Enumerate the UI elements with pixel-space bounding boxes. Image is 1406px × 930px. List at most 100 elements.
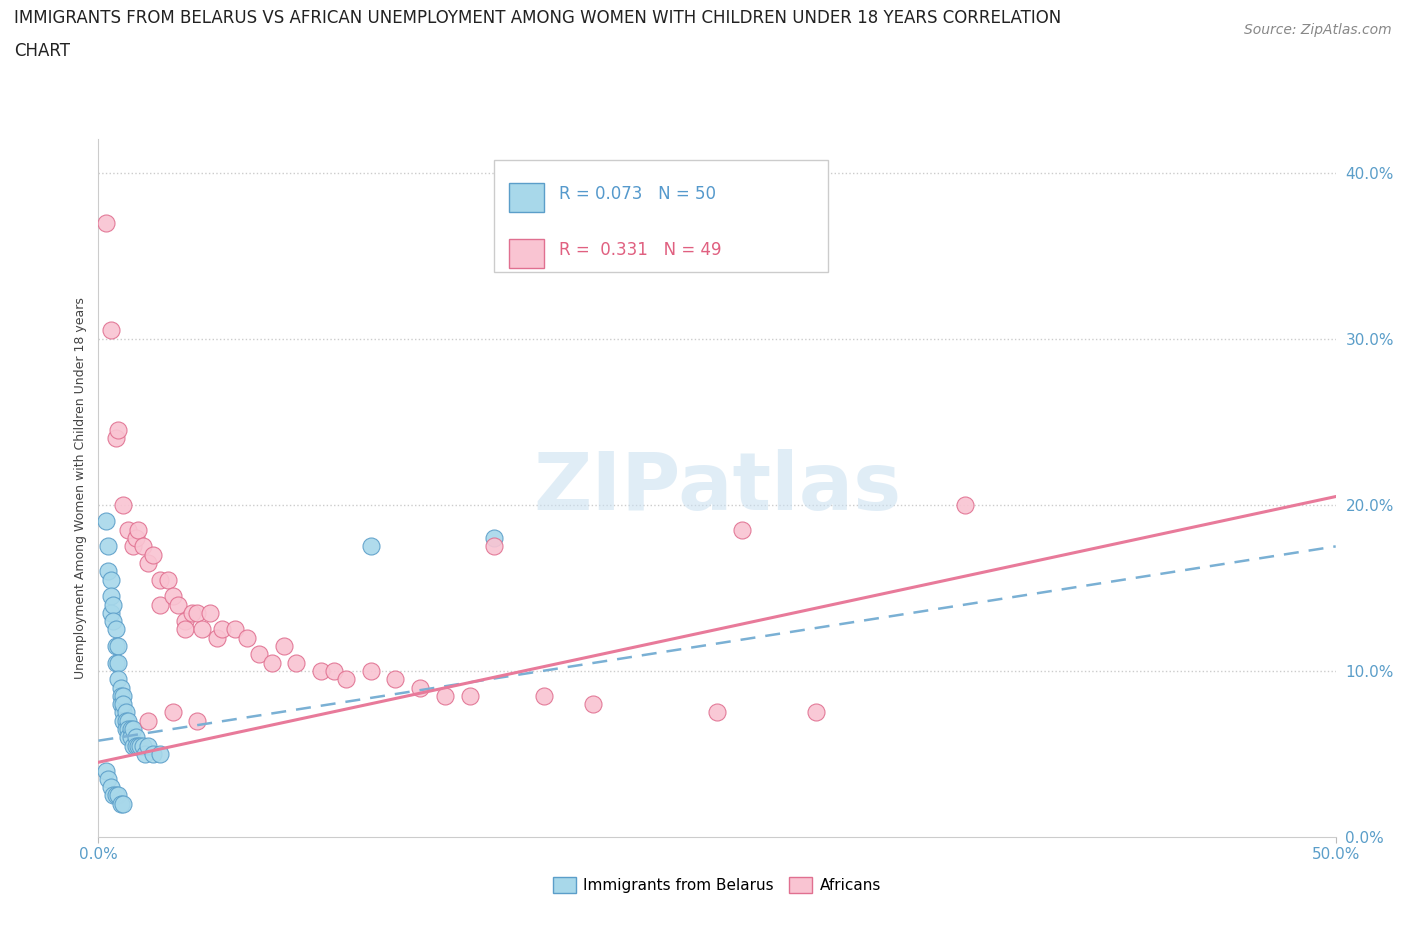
Point: [100, 589, 122, 604]
Point: [104, 431, 127, 445]
Point: [100, 605, 122, 620]
Point: [112, 713, 135, 728]
Point: [112, 796, 135, 811]
Point: [124, 738, 146, 753]
Point: [120, 730, 142, 745]
Text: R = 0.073   N = 50: R = 0.073 N = 50: [558, 185, 716, 203]
Point: [112, 697, 135, 711]
Point: [186, 605, 208, 620]
Point: [706, 705, 728, 720]
Point: [360, 663, 382, 678]
Point: [136, 555, 159, 570]
Y-axis label: Unemployment Among Women with Children Under 18 years: Unemployment Among Women with Children U…: [75, 298, 87, 679]
Point: [149, 597, 172, 612]
Point: [112, 705, 135, 720]
Point: [174, 614, 197, 629]
Point: [107, 639, 129, 654]
Point: [97, 539, 120, 554]
Point: [94, 764, 117, 778]
Point: [309, 663, 332, 678]
Point: [114, 705, 136, 720]
Point: [107, 788, 129, 803]
Point: [120, 722, 142, 737]
Point: [156, 572, 179, 587]
Point: [731, 523, 754, 538]
Point: [484, 539, 506, 554]
Point: [107, 671, 129, 686]
Point: [804, 705, 827, 720]
Point: [458, 688, 481, 703]
Point: [285, 656, 308, 671]
Point: [110, 697, 132, 711]
Text: R =  0.331   N = 49: R = 0.331 N = 49: [558, 241, 721, 259]
Point: [211, 622, 233, 637]
Point: [110, 688, 132, 703]
Point: [134, 747, 156, 762]
Point: [191, 622, 214, 637]
Point: [247, 647, 270, 662]
Point: [124, 730, 146, 745]
Point: [533, 688, 555, 703]
Point: [107, 422, 129, 438]
Point: [484, 531, 506, 546]
Point: [582, 697, 605, 711]
Point: [953, 498, 976, 512]
Point: [166, 597, 188, 612]
Point: [94, 514, 117, 529]
Point: [100, 572, 122, 587]
Point: [162, 705, 184, 720]
Point: [127, 523, 149, 538]
Point: [335, 671, 357, 686]
Point: [103, 614, 125, 629]
Point: [224, 622, 246, 637]
Point: [205, 631, 228, 645]
Point: [117, 523, 139, 538]
Point: [273, 639, 295, 654]
Point: [100, 323, 122, 338]
Point: [132, 539, 155, 554]
Point: [117, 730, 139, 745]
Point: [142, 747, 165, 762]
Point: [174, 622, 197, 637]
Point: [198, 605, 221, 620]
Point: [122, 738, 145, 753]
Point: [103, 788, 125, 803]
Point: [360, 539, 382, 554]
Point: [122, 722, 145, 737]
Text: Source: ZipAtlas.com: Source: ZipAtlas.com: [1244, 23, 1392, 37]
Point: [322, 663, 344, 678]
Point: [260, 656, 283, 671]
Point: [162, 589, 184, 604]
Legend: Immigrants from Belarus, Africans: Immigrants from Belarus, Africans: [547, 870, 887, 899]
Point: [97, 564, 120, 578]
FancyBboxPatch shape: [495, 161, 828, 272]
Bar: [509, 182, 544, 212]
Text: IMMIGRANTS FROM BELARUS VS AFRICAN UNEMPLOYMENT AMONG WOMEN WITH CHILDREN UNDER : IMMIGRANTS FROM BELARUS VS AFRICAN UNEMP…: [14, 9, 1062, 27]
Point: [132, 738, 155, 753]
Point: [104, 622, 127, 637]
Point: [110, 796, 132, 811]
Point: [114, 722, 136, 737]
Point: [186, 713, 208, 728]
Point: [384, 671, 406, 686]
Point: [117, 713, 139, 728]
Point: [136, 738, 159, 753]
Point: [149, 572, 172, 587]
Point: [127, 738, 149, 753]
Point: [112, 688, 135, 703]
Text: CHART: CHART: [14, 42, 70, 60]
Point: [103, 597, 125, 612]
Point: [236, 631, 259, 645]
Point: [122, 539, 145, 554]
Point: [136, 713, 159, 728]
Point: [104, 639, 127, 654]
Point: [117, 722, 139, 737]
Point: [433, 688, 456, 703]
Point: [124, 531, 146, 546]
Point: [129, 738, 152, 753]
Point: [114, 713, 136, 728]
Point: [104, 656, 127, 671]
Point: [409, 680, 432, 695]
Point: [112, 498, 135, 512]
Point: [100, 779, 122, 794]
